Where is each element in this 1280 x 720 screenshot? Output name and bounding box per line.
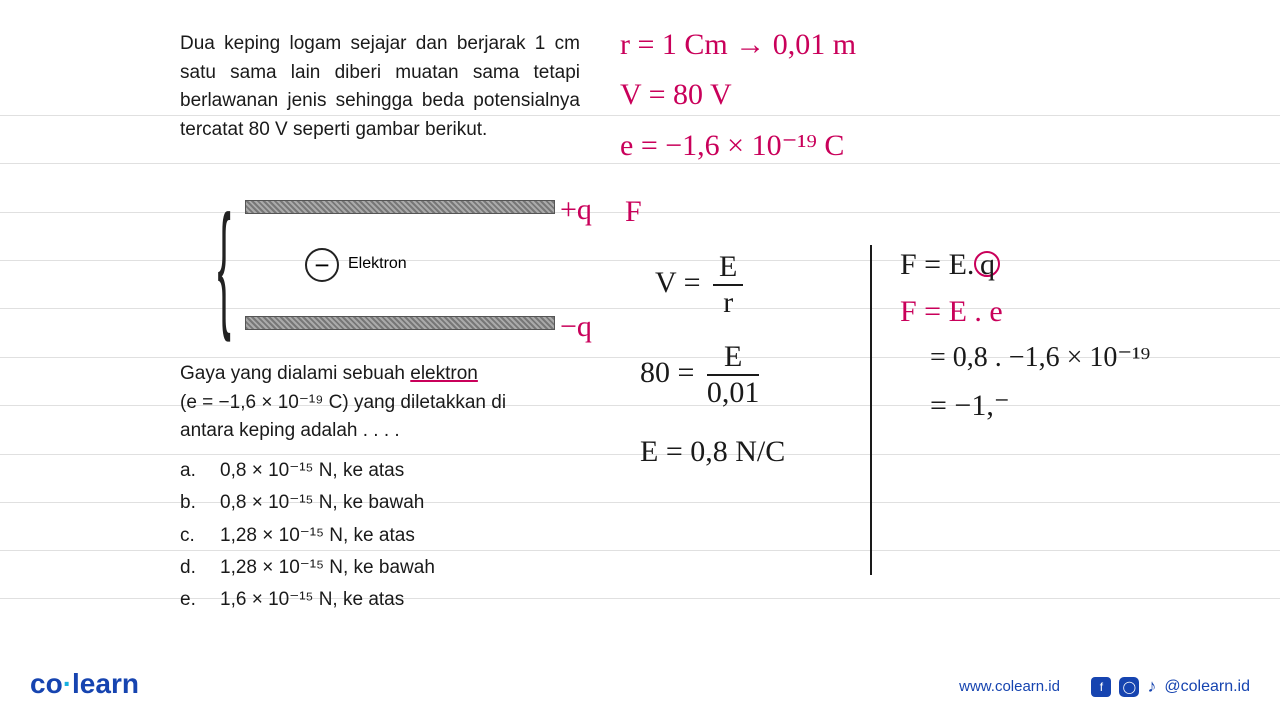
option-d: d.1,28 × 10⁻¹⁵ N, ke bawah bbox=[180, 552, 435, 584]
plus-q-label: +q bbox=[560, 193, 592, 227]
hw-given-e: e = −1,6 × 10⁻¹⁹ C bbox=[620, 128, 844, 163]
instagram-icon: ◯ bbox=[1119, 677, 1139, 697]
hw-eq-lhs: 80 = bbox=[640, 356, 694, 389]
hw-e-result: E = 0,8 N/C bbox=[640, 435, 785, 469]
hw-f-label: F bbox=[625, 195, 642, 229]
hw-q-circled: q bbox=[974, 251, 1000, 277]
bottom-plate bbox=[245, 316, 555, 330]
hw-f-eq4: = −1,⁻ bbox=[930, 388, 1010, 423]
brace-icon: { bbox=[218, 174, 228, 356]
opt-letter: d. bbox=[180, 552, 220, 584]
hw-f-eq1: F = E.q bbox=[900, 248, 1000, 282]
option-c: c.1,28 × 10⁻¹⁵ N, ke atas bbox=[180, 520, 435, 552]
hw-given-v: V = 80 V bbox=[620, 78, 732, 112]
opt-text: 0,8 × 10⁻¹⁵ N, ke atas bbox=[220, 455, 404, 487]
facebook-icon: f bbox=[1091, 677, 1111, 697]
frac-top: E bbox=[707, 340, 760, 376]
electron-label: Elektron bbox=[348, 255, 407, 273]
tiktok-icon: ♪ bbox=[1147, 676, 1156, 697]
top-plate bbox=[245, 200, 555, 214]
hw-feq1a: F = E. bbox=[900, 248, 974, 281]
q-line1a: Gaya yang dialami sebuah bbox=[180, 363, 410, 384]
brand-a: co bbox=[30, 668, 63, 699]
frac-bot: r bbox=[713, 286, 743, 320]
q-line2: (e = −1,6 × 10⁻¹⁹ C) yang diletakkan di bbox=[180, 392, 506, 413]
hw-v-eq: V = E r bbox=[655, 250, 743, 320]
hw-eq-lhs: V = bbox=[655, 266, 701, 299]
social-handle: @colearn.id bbox=[1164, 678, 1250, 696]
option-e: e.1,6 × 10⁻¹⁵ N, ke atas bbox=[180, 584, 435, 616]
option-b: b.0,8 × 10⁻¹⁵ N, ke bawah bbox=[180, 487, 435, 519]
footer-socials: f ◯ ♪ @colearn.id bbox=[1091, 676, 1250, 697]
electron-circle: − bbox=[305, 248, 339, 282]
hw-f-eq2: F = E . e bbox=[900, 295, 1003, 329]
opt-text: 1,6 × 10⁻¹⁵ N, ke atas bbox=[220, 584, 404, 616]
hw-f-eq3: = 0,8 . −1,6 × 10⁻¹⁹ bbox=[930, 340, 1150, 374]
solution-divider bbox=[870, 245, 872, 575]
question-text: Gaya yang dialami sebuah elektron (e = −… bbox=[180, 360, 580, 446]
opt-text: 0,8 × 10⁻¹⁵ N, ke bawah bbox=[220, 487, 424, 519]
opt-letter: b. bbox=[180, 487, 220, 519]
opt-text: 1,28 × 10⁻¹⁵ N, ke atas bbox=[220, 520, 415, 552]
frac-bot: 0,01 bbox=[707, 376, 760, 410]
capacitor-diagram: { − Elektron bbox=[225, 200, 555, 330]
brand-logo: co·learn bbox=[30, 668, 139, 700]
footer-url: www.colearn.id bbox=[959, 678, 1060, 695]
q-line3: antara keping adalah . . . . bbox=[180, 420, 400, 441]
opt-letter: e. bbox=[180, 584, 220, 616]
q-line1b: elektron bbox=[410, 363, 478, 384]
brand-b: learn bbox=[72, 668, 139, 699]
opt-letter: c. bbox=[180, 520, 220, 552]
hw-given-r: r = 1 Cm → 0,01 m bbox=[620, 28, 856, 62]
brand-dot: · bbox=[63, 668, 72, 699]
opt-letter: a. bbox=[180, 455, 220, 487]
options-list: a.0,8 × 10⁻¹⁵ N, ke atas b.0,8 × 10⁻¹⁵ N… bbox=[180, 455, 435, 616]
problem-text: Dua keping logam sejajar dan berjarak 1 … bbox=[180, 30, 580, 144]
option-a: a.0,8 × 10⁻¹⁵ N, ke atas bbox=[180, 455, 435, 487]
hw-80-eq: 80 = E 0,01 bbox=[640, 340, 759, 410]
frac-top: E bbox=[713, 250, 743, 286]
opt-text: 1,28 × 10⁻¹⁵ N, ke bawah bbox=[220, 552, 435, 584]
minus-q-label: −q bbox=[560, 310, 592, 344]
